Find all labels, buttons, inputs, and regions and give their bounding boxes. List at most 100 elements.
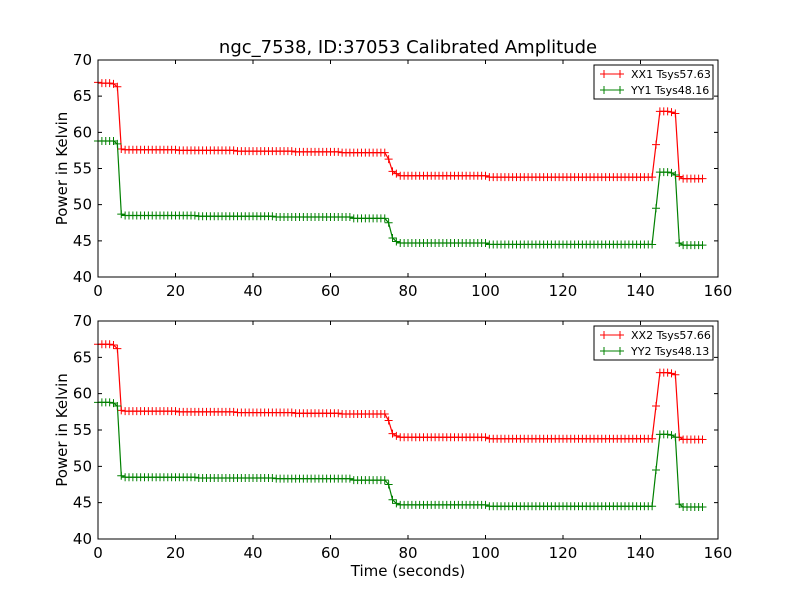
x-tick-label: 100: [471, 544, 500, 562]
data-point-marker: [117, 210, 126, 219]
data-point-marker: [334, 147, 343, 156]
y-tick-label: 50: [73, 196, 92, 214]
x-tick-label: 120: [549, 544, 578, 562]
y-tick-label: 60: [73, 123, 92, 141]
data-point-marker: [481, 433, 490, 442]
data-point-marker: [384, 416, 393, 425]
data-point-marker: [663, 168, 672, 177]
chart-title: ngc_7538, ID:37053 Calibrated Amplitude: [219, 37, 597, 58]
legend-marker: [600, 86, 624, 94]
legend-label: XX2 Tsys57.66: [631, 329, 711, 342]
data-point-marker: [392, 499, 401, 508]
data-point-marker: [113, 139, 122, 148]
data-point-marker: [287, 147, 296, 156]
y-tick-label: 65: [73, 348, 92, 366]
x-tick-label: 20: [166, 544, 185, 562]
data-point-marker: [388, 233, 397, 242]
data-point-marker: [171, 145, 180, 154]
data-point-marker: [190, 211, 199, 220]
data-point-marker: [113, 402, 122, 411]
x-tick-label: 40: [243, 544, 262, 562]
legend-entry: YY1 Tsys48.16: [600, 84, 709, 97]
x-tick-label: 60: [321, 282, 340, 300]
data-point-marker: [117, 144, 126, 153]
data-point-marker: [481, 171, 490, 180]
data-point-marker: [117, 406, 126, 415]
data-point-marker: [667, 369, 676, 378]
data-point-marker: [268, 473, 277, 482]
data-point-marker: [287, 408, 296, 417]
x-tick-label: 100: [471, 282, 500, 300]
data-point-marker: [652, 204, 660, 213]
data-point-marker: [648, 434, 657, 443]
legend-frame: [593, 64, 714, 100]
data-point-marker: [698, 174, 707, 183]
y-tick-label: 40: [73, 268, 92, 286]
data-point-marker: [113, 344, 122, 353]
x-tick-label: 140: [626, 544, 655, 562]
data-point-marker: [652, 465, 660, 474]
data-point-marker: [171, 407, 180, 416]
y-tick-label: 55: [73, 160, 92, 178]
data-point-marker: [671, 370, 680, 379]
series-yy1: [94, 137, 707, 250]
data-point-marker: [392, 431, 401, 440]
legend-label: YY1 Tsys48.16: [630, 84, 709, 97]
axes-1: 0 20 40 60 80 100 120 140 160 40 45 50 55 60 65 70 Power…: [53, 51, 732, 300]
series-xx2: [94, 340, 707, 444]
data-point-marker: [481, 500, 490, 509]
x-tick-label: 120: [549, 282, 578, 300]
legend-label: YY2 Tsys48.13: [630, 345, 709, 358]
x-tick-label: 0: [93, 544, 103, 562]
data-point-marker: [663, 107, 672, 116]
legend-marker: [600, 70, 624, 78]
series-yy2: [94, 398, 707, 512]
data-point-marker: [671, 109, 680, 118]
y-tick-label: 70: [73, 51, 92, 69]
data-point-marker: [667, 108, 676, 117]
x-tick-label: 20: [166, 282, 185, 300]
data-point-marker: [698, 241, 707, 250]
x-axis-label: Time (seconds): [350, 562, 466, 580]
data-point-marker: [117, 471, 126, 480]
data-point-marker: [652, 402, 660, 411]
legend: XX1 Tsys57.63 YY1 Tsys48.16: [593, 64, 714, 100]
data-point-marker: [380, 476, 389, 485]
x-tick-label: 160: [704, 544, 733, 562]
y-tick-label: 45: [73, 232, 92, 250]
legend-entry: XX2 Tsys57.66: [600, 329, 711, 342]
data-point-marker: [698, 435, 707, 444]
legend: XX2 Tsys57.66 YY2 Tsys48.13: [593, 325, 714, 361]
legend-label: XX1 Tsys57.63: [631, 68, 711, 81]
data-point-marker: [190, 473, 199, 482]
y-axis-label: Power in Kelvin: [53, 112, 71, 226]
data-point-marker: [380, 410, 389, 419]
y-tick-label: 45: [73, 494, 92, 512]
y-tick-label: 55: [73, 421, 92, 439]
data-point-marker: [345, 212, 354, 221]
data-point-marker: [663, 430, 672, 439]
legend-frame: [593, 325, 714, 361]
legend-entry: XX1 Tsys57.63: [600, 68, 711, 81]
x-tick-label: 80: [398, 544, 417, 562]
data-point-marker: [229, 146, 238, 155]
data-point-marker: [652, 140, 660, 149]
data-point-marker: [380, 148, 389, 157]
data-point-marker: [663, 368, 672, 377]
x-tick-label: 60: [321, 544, 340, 562]
data-point-marker: [648, 173, 657, 182]
data-point-marker: [380, 214, 389, 223]
data-point-marker: [384, 218, 393, 227]
data-point-marker: [268, 212, 277, 221]
y-axis-label: Power in Kelvin: [53, 373, 71, 487]
legend-marker: [600, 347, 624, 355]
data-point-marker: [384, 155, 393, 164]
data-point-marker: [229, 407, 238, 416]
y-tick-label: 65: [73, 87, 92, 105]
data-point-marker: [671, 171, 680, 180]
data-point-marker: [109, 340, 118, 349]
data-point-marker: [105, 79, 114, 88]
data-point-marker: [345, 474, 354, 483]
x-tick-label: 80: [398, 282, 417, 300]
